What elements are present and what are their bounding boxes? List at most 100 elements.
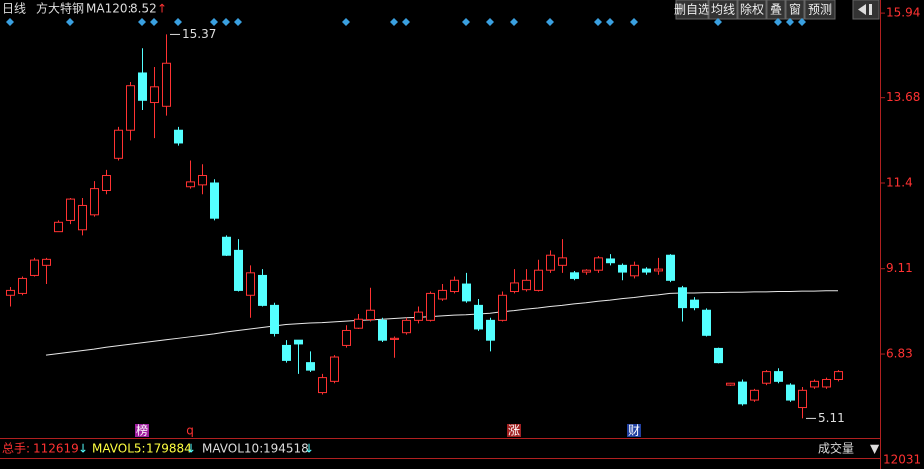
candle-body xyxy=(174,129,183,144)
volume-mavol10: 194518 xyxy=(263,442,309,456)
y-tick-label: 9.11 xyxy=(886,261,913,275)
signal-marker xyxy=(606,18,614,26)
candle-body xyxy=(114,129,123,159)
volume-total: 112619 xyxy=(33,442,79,456)
toolbar-button[interactable] xyxy=(804,0,836,20)
toolbar-icon[interactable] xyxy=(852,0,880,20)
candle-body xyxy=(126,85,135,131)
toolbar-button[interactable] xyxy=(785,0,805,20)
candle-body xyxy=(6,289,15,296)
signal-marker xyxy=(798,18,806,26)
candle-body xyxy=(66,198,75,221)
candle-body xyxy=(186,181,195,188)
candle-body xyxy=(630,264,639,277)
candle-body xyxy=(78,204,87,231)
signal-marker xyxy=(138,18,146,26)
toolbar-button[interactable] xyxy=(766,0,786,20)
event-label[interactable]: 财 xyxy=(628,424,640,438)
candle-body xyxy=(390,337,399,340)
toolbar-label[interactable]: 除权 xyxy=(740,2,764,17)
candle-body xyxy=(354,318,363,329)
toolbar-label[interactable]: 均线 xyxy=(711,3,735,17)
signal-marker xyxy=(510,18,518,26)
candle-body xyxy=(426,292,435,321)
candle-body xyxy=(42,258,51,266)
indicator-dropdown[interactable]: ▼ xyxy=(870,442,880,456)
candle-body xyxy=(558,257,567,266)
candle-body xyxy=(198,175,207,186)
candle-body xyxy=(762,371,771,384)
candle-body xyxy=(462,283,471,302)
candle-body xyxy=(378,319,387,341)
candle-body xyxy=(342,329,351,346)
candle-body xyxy=(90,188,99,216)
candle-body xyxy=(258,274,267,306)
signal-marker xyxy=(174,18,182,26)
y-tick-label: 6.83 xyxy=(886,347,913,361)
signal-marker xyxy=(66,18,74,26)
toolbar-label[interactable]: 删自选 xyxy=(674,3,710,17)
volume-mavol5: 179884 xyxy=(146,442,192,456)
toolbar-label[interactable]: 叠 xyxy=(770,3,782,17)
candle-body xyxy=(654,268,663,272)
candle-body xyxy=(294,339,303,345)
candle-body xyxy=(750,389,759,401)
candle-body xyxy=(318,377,327,394)
candle-body xyxy=(726,382,735,386)
candle-body xyxy=(546,254,555,271)
event-badge[interactable] xyxy=(135,424,149,437)
candle-body xyxy=(594,257,603,271)
toolbar-button[interactable] xyxy=(737,0,767,20)
signal-marker xyxy=(210,18,218,26)
signal-marker xyxy=(630,18,638,26)
candle-body xyxy=(282,344,291,361)
candle-body xyxy=(474,304,483,330)
candle-body xyxy=(330,356,339,382)
candle-body xyxy=(450,279,459,293)
volume-axis-label: 12031 xyxy=(883,453,921,467)
candle-body xyxy=(138,72,147,101)
toolbar-label[interactable]: 预测 xyxy=(808,3,832,17)
toolbar-button[interactable] xyxy=(708,0,738,20)
candle-body xyxy=(642,268,651,273)
event-label[interactable]: q xyxy=(186,424,194,438)
candle-body xyxy=(714,347,723,364)
ma-value: 8.52 xyxy=(130,2,157,16)
candle-body xyxy=(774,371,783,382)
candle-body xyxy=(270,304,279,334)
candle-body xyxy=(822,378,831,388)
signal-marker xyxy=(222,18,230,26)
candle-body xyxy=(582,269,591,273)
signal-marker xyxy=(234,18,242,26)
toolbar-label[interactable]: 窗 xyxy=(789,3,801,17)
candle-body xyxy=(510,282,519,293)
signal-marker xyxy=(486,18,494,26)
candle-body xyxy=(678,287,687,309)
candle-body xyxy=(30,259,39,276)
toolbar-button[interactable] xyxy=(675,0,709,20)
signal-marker xyxy=(150,18,158,26)
ma-label: MA120: xyxy=(86,2,132,16)
volume-total-label: 总手: xyxy=(2,442,30,456)
signal-marker xyxy=(402,18,410,26)
candle-body xyxy=(414,311,423,321)
signal-marker xyxy=(714,18,722,26)
event-badge[interactable] xyxy=(627,424,641,437)
volume-arrow: ↓ xyxy=(186,442,196,456)
candle-body xyxy=(150,86,159,104)
candle-body xyxy=(222,236,231,256)
ma-arrow: ↑ xyxy=(157,2,167,16)
candle-body xyxy=(234,249,243,291)
event-label[interactable]: 涨 xyxy=(508,423,520,438)
candle-body xyxy=(498,294,507,321)
signal-marker xyxy=(774,18,782,26)
indicator-name[interactable]: 成交量 xyxy=(818,441,854,456)
ma-line xyxy=(45,290,838,356)
event-label[interactable]: 榜 xyxy=(136,423,148,438)
event-badge[interactable] xyxy=(507,424,521,437)
candle-body xyxy=(534,269,543,291)
candle-body xyxy=(810,380,819,388)
y-tick-label: 13.68 xyxy=(886,90,920,104)
candle-body xyxy=(618,264,627,273)
